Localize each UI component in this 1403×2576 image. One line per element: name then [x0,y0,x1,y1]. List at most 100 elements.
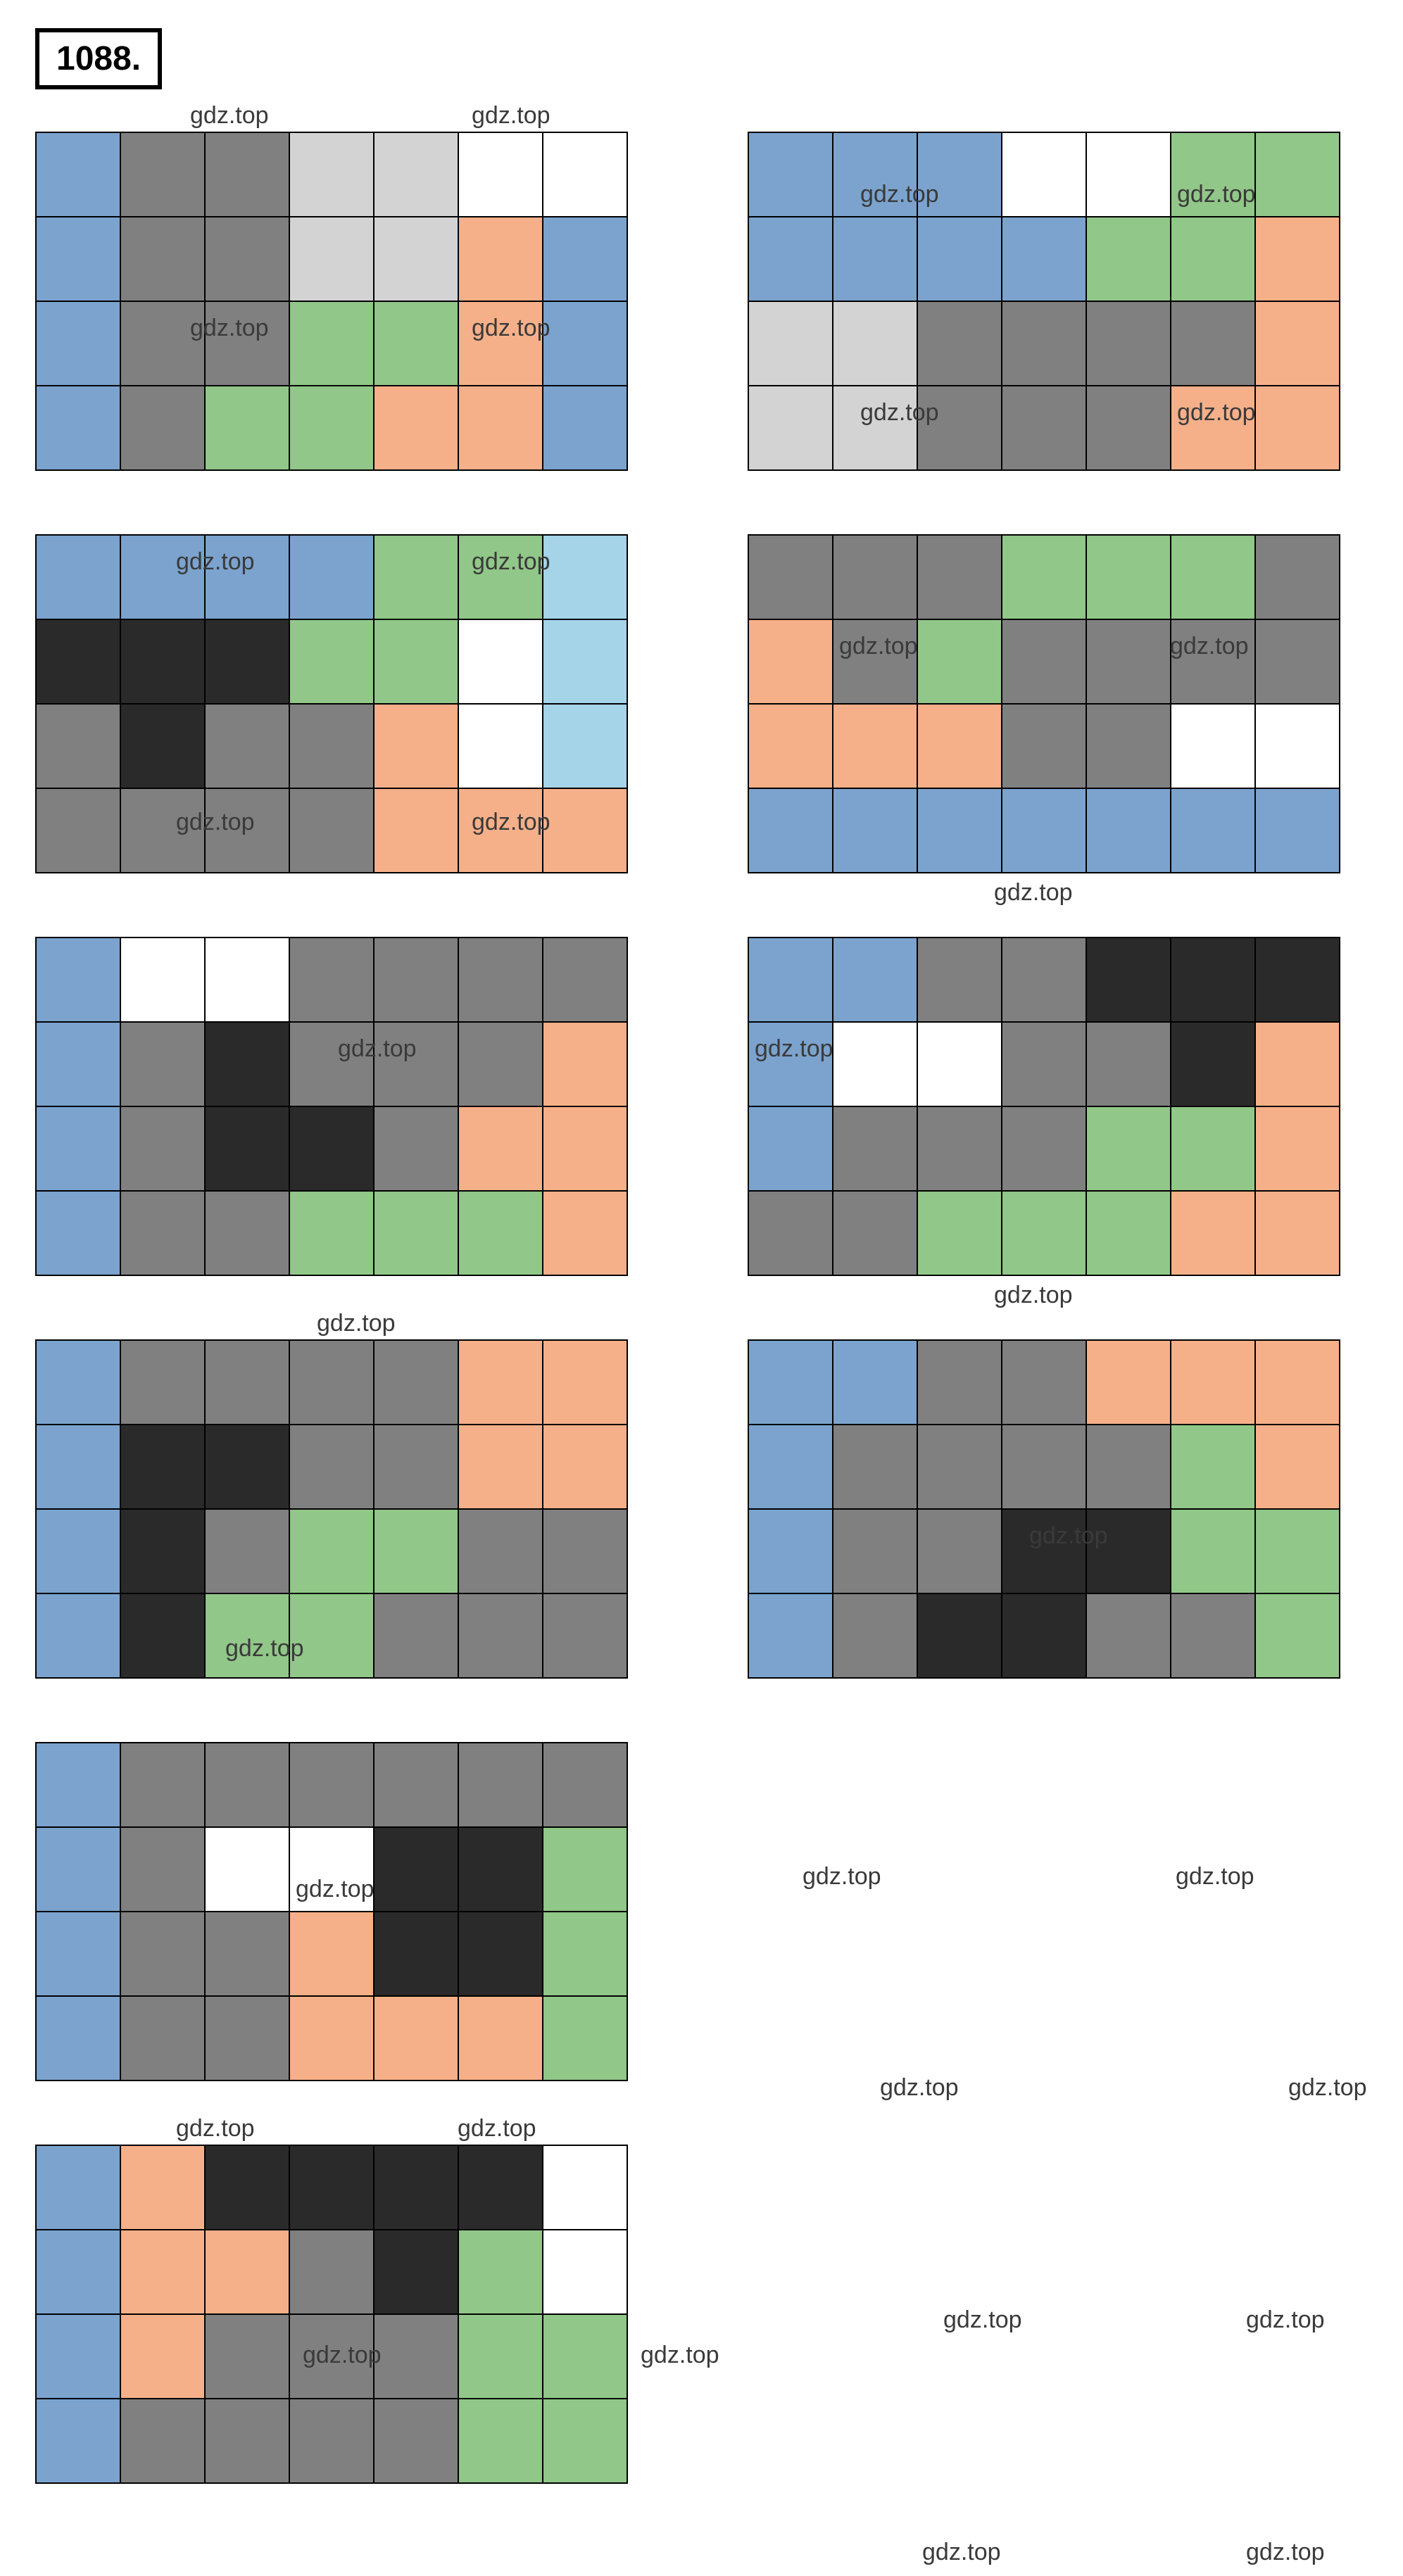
grid-cell [205,704,289,788]
grid-cell [374,1743,458,1827]
grid-cell [374,132,458,217]
grid-cell [833,217,917,301]
grid-cell [1255,1340,1340,1425]
grid-cell [120,937,205,1022]
grid-cell [205,132,289,217]
exercise-number-label: 1088. [35,28,162,89]
grid-4-wrap: gdz.topgdz.topgdz.top [748,534,1340,873]
grid-cell [205,1743,289,1827]
grid-cell [374,217,458,301]
grid-cell [205,1191,289,1275]
grid-cell [1255,788,1340,873]
grid-cell [917,1340,1002,1425]
grid-cell [120,1340,205,1425]
grid-cell [1086,704,1171,788]
grid-cell [374,1593,458,1678]
grid-cell [917,535,1002,619]
grid-cell [374,301,458,386]
grid-cell [748,386,833,470]
grid-cell [833,132,917,217]
grid-cell [1002,386,1086,470]
grid-cell [543,1593,627,1678]
grid-cell [1002,704,1086,788]
grid-cell [289,1191,374,1275]
grid-cell [543,217,627,301]
grid-cell [458,1191,543,1275]
grid-cell [1255,704,1340,788]
grid-cell [543,1022,627,1106]
grid-cell [1086,132,1171,217]
color-grid-g4 [748,534,1340,873]
grid-cell [458,535,543,619]
grid-blank-2 [748,2145,1339,2482]
grid-cell [120,1509,205,1593]
grid-cell [748,1593,833,1678]
grid-cell [374,1425,458,1509]
grid-cell [120,2145,205,2230]
grid-cell [36,619,120,704]
grid-cell [120,1912,205,1996]
grid-cell [36,2399,120,2483]
grid-row-5: gdz.top [35,1742,1368,2081]
grid-cell [833,704,917,788]
watermark-text: gdz.top [190,102,269,130]
watermark-text: gdz.top [922,2539,1001,2566]
grid-cell [458,1340,543,1425]
grid-cell [1255,301,1340,386]
grid-cell [458,132,543,217]
grid-cell [748,1509,833,1593]
grid-10-wrap: gdz.topgdz.topgdz.topgdz.top [35,2145,628,2484]
grid-8-wrap: gdz.top [748,1339,1340,1679]
grid-row-2: gdz.topgdz.topgdz.topgdz.top gdz.topgdz.… [35,534,1368,873]
color-grid-g9 [35,1742,628,2081]
grid-cell [120,1827,205,1912]
grid-cell [120,1996,205,2081]
grid-cell [458,2230,543,2314]
grid-blank-1 [748,1742,1339,2080]
grid-cell [1002,535,1086,619]
grid-cell [1255,217,1340,301]
grid-cell [458,1996,543,2081]
grid-9-wrap: gdz.top [35,1742,628,2081]
grid-cell [1086,1022,1171,1106]
grid-cell [543,535,627,619]
grid-cell [748,1425,833,1509]
color-grid-g10 [35,2145,628,2484]
grid-cell [1171,788,1255,873]
grid-cell [458,937,543,1022]
grid-cell [833,535,917,619]
grid-cell [1255,535,1340,619]
grid-cell [289,1425,374,1509]
grid-cell [1255,937,1340,1022]
watermark-text: gdz.top [994,879,1073,907]
grid-cell [833,301,917,386]
grid-cell [748,1106,833,1191]
grid-cell [458,619,543,704]
grid-cell [917,132,1002,217]
grid-cell [205,619,289,704]
grid-cell [205,2145,289,2230]
grid-cell [36,535,120,619]
grid-cell [458,1425,543,1509]
watermark-text: gdz.top [641,2342,719,2369]
grid-cell [120,1106,205,1191]
grid-cell [120,535,205,619]
page-container: gdz.topgdz.topgdz.topgdz.top gdz.topgdz.… [35,132,1368,2484]
grid-cell [120,1191,205,1275]
grid-cell [458,704,543,788]
grid-cell [374,788,458,873]
grid-cell [36,704,120,788]
grid-cell [36,1912,120,1996]
grid-cell [1086,1191,1171,1275]
grid-cell [205,2314,289,2399]
grid-cell [458,2145,543,2230]
grid-cell [374,1509,458,1593]
grid-cell [289,132,374,217]
grid-cell [543,1827,627,1912]
grid-cell [1086,1593,1171,1678]
grid-cell [1086,1509,1171,1593]
grid-cell [289,1593,374,1678]
grid-cell [289,619,374,704]
grid-cell [917,1593,1002,1678]
grid-cell [36,1022,120,1106]
